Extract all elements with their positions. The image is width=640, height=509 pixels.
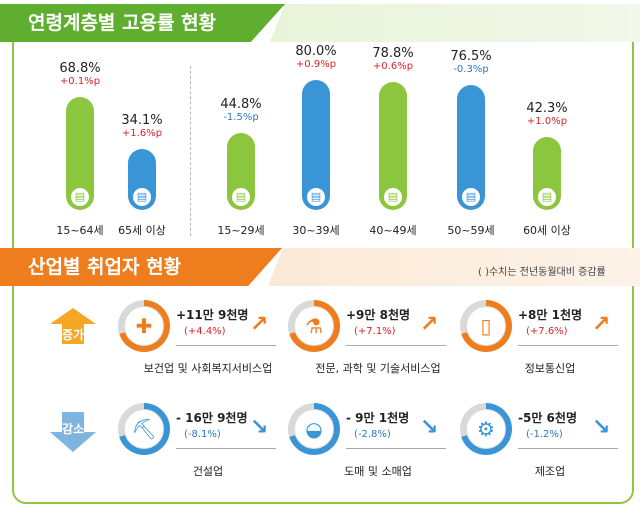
industry-name: 정보통신업 bbox=[524, 362, 576, 375]
gear-icon: ⚙ bbox=[466, 409, 506, 449]
underline bbox=[346, 345, 446, 346]
medical-kit-icon: ✚ bbox=[124, 306, 164, 346]
document-person-icon: ▤ bbox=[230, 186, 252, 208]
bar-value: 80.0% bbox=[295, 44, 337, 59]
bar-change: +0.1%p bbox=[59, 75, 101, 87]
industry-name: 전문, 과학 및 기술서비스업 bbox=[315, 362, 441, 375]
bar-category-label: 15~64세 bbox=[56, 224, 104, 237]
increase-label: 증가 bbox=[61, 328, 85, 342]
industry-name: 건설업 bbox=[192, 465, 224, 478]
bar-value: 78.8% bbox=[372, 45, 414, 61]
industry-change-value: +11만 9천명 bbox=[176, 308, 249, 322]
progress-ring: ✚ bbox=[118, 300, 170, 352]
trend-up-icon: ↗ bbox=[250, 312, 269, 337]
bar-category-label: 50~59세 bbox=[447, 224, 495, 237]
bar-value: 42.3% bbox=[526, 100, 568, 116]
industry-change-value: - 9만 1천명 bbox=[346, 411, 410, 425]
progress-ring: ⛏ bbox=[118, 403, 170, 455]
bar-value: 34.1% bbox=[121, 112, 163, 128]
progress-ring: ▯ bbox=[460, 300, 512, 352]
bar-value-label: 78.8% +0.6%p bbox=[353, 46, 433, 72]
bar-value: 68.8% bbox=[59, 60, 101, 76]
increase-tag: 증가 bbox=[50, 308, 96, 347]
bar-change: +1.6%p bbox=[121, 127, 163, 139]
up-arrow-icon bbox=[50, 308, 96, 344]
increase-item-1: ⚗ +9만 8천명 (+7.1%) ↗ 전문, 과학 및 기술서비스업 bbox=[288, 300, 478, 380]
bar-value-label: 68.8% +0.1%p bbox=[40, 61, 120, 87]
increase-item-0: ✚ +11만 9천명 (+4.4%) ↗ 보건업 및 사회복지서비스업 bbox=[118, 300, 308, 380]
industry-name: 제조업 bbox=[534, 465, 566, 478]
bar-category-label: 60세 이상 bbox=[523, 224, 571, 237]
document-person-icon: ▤ bbox=[536, 186, 558, 208]
bar-value-label: 76.5% -0.3%p bbox=[431, 49, 511, 75]
industry-change-pct: (-1.2%) bbox=[526, 429, 563, 440]
section2-note: ( )수치는 전년동월대비 증감률 bbox=[478, 267, 606, 278]
trend-down-icon: ↘ bbox=[420, 415, 439, 440]
decrease-label: 감소 bbox=[61, 422, 85, 436]
bar-change: -1.5%p bbox=[223, 111, 259, 123]
industry-change-value: +9만 8천명 bbox=[346, 308, 411, 322]
industry-change-value: +8만 1천명 bbox=[518, 308, 583, 322]
progress-ring: ◒ bbox=[288, 403, 340, 455]
bar-category-label: 30~39세 bbox=[292, 224, 340, 237]
decrease-item-1: ◒ - 9만 1천명 (-2.8%) ↘ 도매 및 소매업 bbox=[288, 403, 478, 483]
trend-up-icon: ↗ bbox=[592, 312, 611, 337]
section2-banner-tail bbox=[268, 248, 640, 286]
group-divider bbox=[190, 66, 191, 236]
bar-category-label: 15~29세 bbox=[217, 224, 265, 237]
industry-change-pct: (-8.1%) bbox=[184, 429, 221, 440]
bar-value-label: 80.0% +0.9%p bbox=[276, 44, 356, 70]
bar-change: +0.9%p bbox=[295, 59, 337, 70]
decrease-item-0: ⛏ - 16만 9천명 (-8.1%) ↘ 건설업 bbox=[118, 403, 308, 483]
document-person-icon: ▤ bbox=[460, 186, 482, 208]
underline bbox=[346, 448, 446, 449]
bar-category-label: 40~49세 bbox=[369, 224, 417, 237]
progress-ring: ⚗ bbox=[288, 300, 340, 352]
progress-ring: ⚙ bbox=[460, 403, 512, 455]
bar-value-label: 44.8% -1.5%p bbox=[201, 97, 281, 123]
trend-up-icon: ↗ bbox=[420, 312, 439, 337]
decrease-item-2: ⚙ -5만 6천명 (-1.2%) ↘ 제조업 bbox=[460, 403, 640, 483]
bar-change: +1.0%p bbox=[526, 115, 568, 127]
down-arrow-icon bbox=[50, 412, 96, 452]
bar-value-label: 34.1% +1.6%p bbox=[102, 113, 182, 139]
excavator-icon: ⛏ bbox=[124, 409, 164, 449]
basket-icon: ◒ bbox=[294, 409, 334, 449]
industry-name: 보건업 및 사회복지서비스업 bbox=[143, 362, 273, 375]
industry-change-pct: (+7.6%) bbox=[526, 326, 568, 337]
industry-change-value: - 16만 9천명 bbox=[176, 411, 248, 425]
trend-down-icon: ↘ bbox=[592, 415, 611, 440]
section1-title: 연령계층별 고용률 현황 bbox=[0, 4, 285, 42]
industry-name: 도매 및 소매업 bbox=[344, 465, 412, 478]
bar-category-label: 65세 이상 bbox=[118, 224, 166, 237]
industry-change-pct: (+7.1%) bbox=[354, 326, 396, 337]
underline bbox=[518, 345, 618, 346]
increase-item-2: ▯ +8만 1천명 (+7.6%) ↗ 정보통신업 bbox=[460, 300, 640, 380]
document-person-icon: ▤ bbox=[305, 186, 327, 208]
section1-banner-tail bbox=[270, 4, 640, 42]
bar-value: 76.5% bbox=[450, 49, 492, 65]
bar-change: +0.6%p bbox=[372, 60, 414, 72]
bar-value: 44.8% bbox=[220, 96, 262, 112]
section2-title: 산업별 취업자 현황 bbox=[0, 248, 282, 286]
trend-down-icon: ↘ bbox=[250, 415, 269, 440]
bar-value-label: 42.3% +1.0%p bbox=[507, 101, 587, 127]
document-person-icon: ▤ bbox=[69, 186, 91, 208]
underline bbox=[176, 345, 276, 346]
industry-change-pct: (+4.4%) bbox=[184, 326, 226, 337]
underline bbox=[176, 448, 276, 449]
industry-change-pct: (-2.8%) bbox=[354, 429, 391, 440]
industry-change-value: -5만 6천명 bbox=[518, 411, 577, 425]
decrease-tag: 감소 bbox=[50, 412, 96, 455]
document-person-icon: ▤ bbox=[382, 186, 404, 208]
underline bbox=[518, 448, 618, 449]
document-person-icon: ▤ bbox=[131, 186, 153, 208]
flask-icon: ⚗ bbox=[294, 306, 334, 346]
phone-icon: ▯ bbox=[466, 306, 506, 346]
bar-change: -0.3%p bbox=[453, 64, 489, 76]
